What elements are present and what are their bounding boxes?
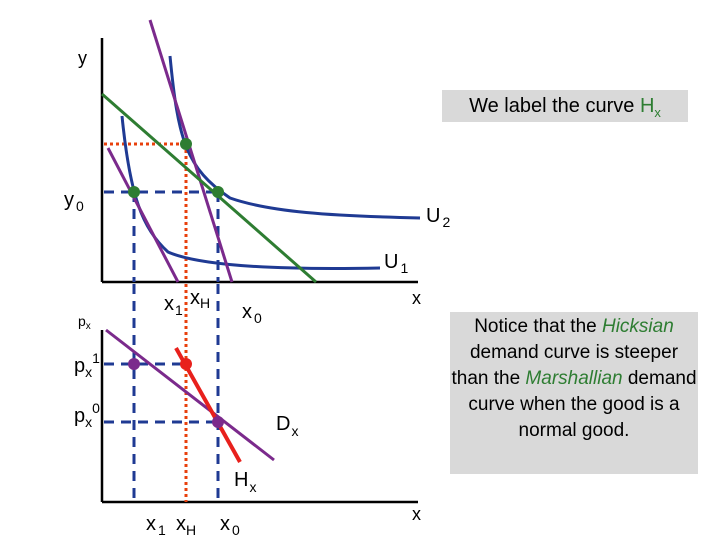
dot-px1-x1 xyxy=(128,358,140,370)
top-dots xyxy=(128,138,224,198)
indifference-curves xyxy=(120,55,421,270)
budget-line-steep-1 xyxy=(148,19,234,283)
dx-label: Dx xyxy=(276,413,298,439)
hx-label: Hx xyxy=(234,469,256,495)
budget-line-steep-2 xyxy=(106,147,180,283)
dot-choice-x1 xyxy=(128,186,140,198)
dot-hicks-choice xyxy=(180,138,192,150)
callout-top-hx-sub: x xyxy=(654,105,661,120)
px-label: px xyxy=(78,313,91,332)
px1-label: px1 xyxy=(74,350,100,380)
callout-side-part1: Notice that the xyxy=(474,316,602,337)
callout-side-marshallian: Marshallian xyxy=(525,368,623,389)
bottom-panel-axes xyxy=(100,330,418,504)
bottom-dots xyxy=(128,358,224,428)
callout-side-part3: demand curve when the good is a normal g… xyxy=(468,368,697,441)
budget-line-compensated xyxy=(101,92,317,284)
callout-top-text: We label the curve xyxy=(469,95,640,117)
callout-notice: Notice that the Hicksian demand curve is… xyxy=(450,312,698,474)
callout-side-part2: demand curve is steeper than the xyxy=(451,342,679,389)
x-axis-label-top: x xyxy=(412,288,421,308)
px0-label: px0 xyxy=(74,400,100,430)
marshallian-demand-dx xyxy=(105,328,275,462)
top-panel-axes xyxy=(100,38,418,284)
y-axis-label: y xyxy=(78,48,87,68)
demand-curves xyxy=(105,328,275,463)
xh-label-bottom: xH xyxy=(176,513,196,538)
dot-px1-xh xyxy=(180,358,192,370)
x-axis-label-bottom: x xyxy=(412,504,421,524)
x1-label-top: x1 xyxy=(164,293,183,318)
dot-choice-x0 xyxy=(212,186,224,198)
budget-lines xyxy=(101,19,317,284)
callout-top-hx-letter: H xyxy=(639,95,655,117)
indifference-curve-u2 xyxy=(168,55,421,220)
dot-px0-x0 xyxy=(212,416,224,428)
callout-top-hx: Hx xyxy=(639,95,661,120)
callout-label-curve: We label the curve Hx xyxy=(442,90,688,122)
callout-side-hicksian: Hicksian xyxy=(601,316,674,337)
xh-label-top: xH xyxy=(190,287,210,311)
